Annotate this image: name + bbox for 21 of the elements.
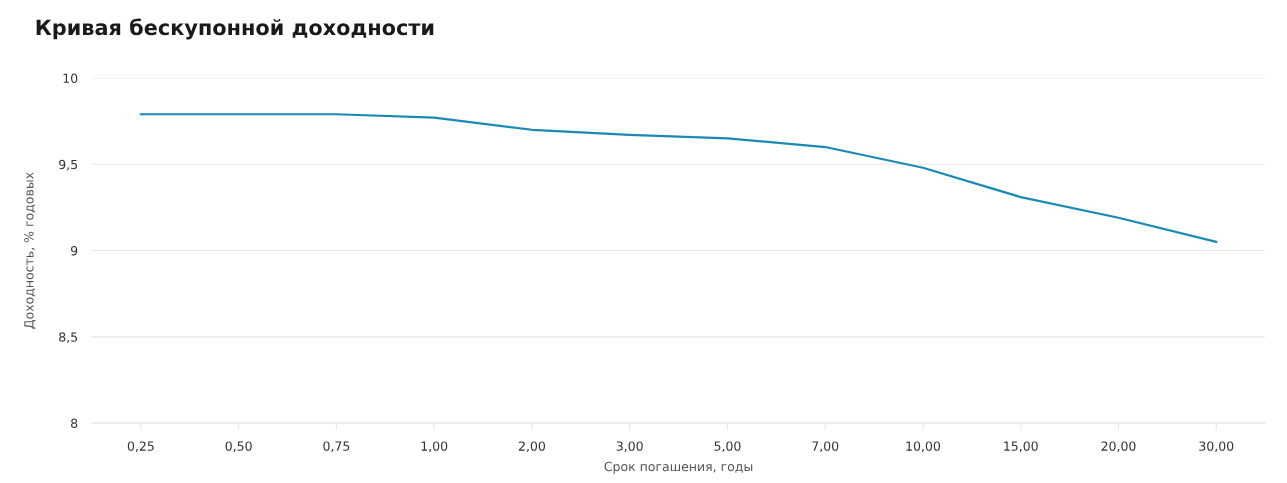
x-tick-label: 30,00 [1199, 441, 1234, 453]
x-tick-label: 1,00 [421, 441, 448, 453]
y-tick-label: 8 [71, 418, 78, 429]
x-tick-label: 3,00 [616, 441, 643, 453]
y-tick-label: 9 [70, 246, 78, 256]
x-tick-label: 2,00 [518, 441, 546, 453]
x-tick-label: 0,25 [127, 441, 154, 453]
line-series [139, 113, 1218, 244]
x-tick-label: 0,50 [225, 441, 252, 453]
y-axis-title: Доходность, % годовых [24, 172, 36, 329]
x-tick-label: 5,00 [714, 441, 741, 453]
x-tick-label: 7,00 [812, 441, 839, 453]
y-tick-label: 8,5 [59, 332, 78, 344]
x-tick-label: 20,00 [1101, 441, 1136, 453]
x-tick-label: 10,00 [906, 441, 941, 453]
y-tick-label: 9,5 [59, 159, 78, 171]
y-tick-label: 10 [63, 73, 78, 83]
x-tick-label: 0,75 [323, 441, 350, 453]
x-axis-title: Срок погашения, годы [604, 461, 753, 474]
chart-title: Кривая бескупонной доходности [36, 18, 434, 40]
x-tick-label: 15,00 [1004, 441, 1038, 453]
